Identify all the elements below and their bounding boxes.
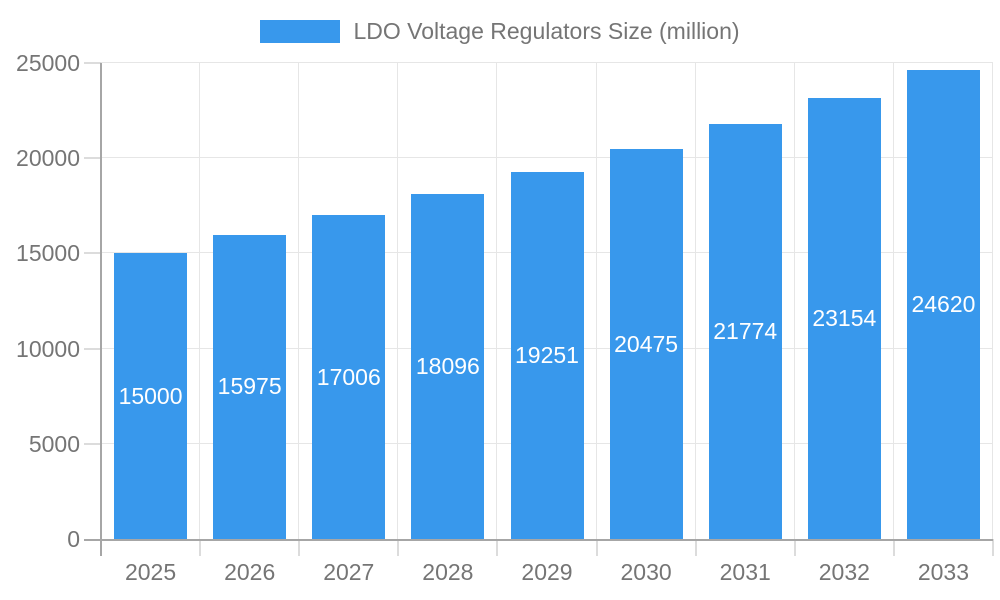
bar[interactable]: 15000 [114, 253, 188, 539]
bar[interactable]: 17006 [312, 215, 386, 539]
bar[interactable]: 18096 [411, 194, 485, 539]
gridline-v [397, 63, 399, 539]
x-axis-tick [694, 539, 697, 556]
x-tick-label: 2027 [323, 559, 375, 585]
bar-value-label: 19251 [515, 342, 579, 369]
bar-value-label: 20475 [614, 330, 679, 357]
x-axis-tick [199, 539, 202, 556]
bar-value-label: 23154 [812, 305, 877, 332]
y-axis-tick [84, 347, 101, 350]
x-axis-tick [298, 539, 301, 556]
x-tick-label: 2025 [124, 559, 177, 585]
x-tick-label: 2026 [224, 559, 276, 585]
y-tick-label: 0 [67, 526, 80, 552]
y-tick-label: 10000 [16, 335, 80, 362]
gridline-v [892, 63, 894, 539]
x-tick-label: 2030 [620, 559, 672, 585]
x-axis-line [84, 539, 993, 541]
x-axis-tick [496, 539, 499, 556]
bar[interactable]: 19251 [510, 172, 584, 539]
legend: LDO Voltage Regulators Size (million) [0, 16, 1000, 46]
x-tick-label: 2032 [818, 559, 870, 585]
x-axis-tick [892, 539, 895, 556]
x-axis-tick [595, 539, 598, 556]
gridline-v [199, 63, 201, 539]
gridline-h [101, 62, 993, 63]
y-axis-tick [84, 62, 101, 64]
gridline-h [101, 157, 993, 159]
bar-value-label: 18096 [415, 353, 480, 380]
gridline-v [992, 63, 993, 539]
gridline-v [694, 63, 696, 539]
bar[interactable]: 24620 [906, 70, 980, 539]
gridline-v [496, 63, 498, 539]
y-tick-label: 5000 [28, 430, 80, 457]
bar[interactable]: 21774 [708, 124, 782, 539]
x-tick-label: 2028 [422, 559, 474, 585]
x-tick-label: 2029 [521, 559, 573, 585]
bar-value-label: 15975 [217, 373, 282, 400]
x-tick-label: 2031 [719, 559, 771, 585]
bar-value-label: 17006 [316, 363, 381, 390]
bar[interactable]: 20475 [609, 149, 683, 539]
bar[interactable]: 23154 [807, 98, 881, 539]
gridline-v [793, 63, 795, 539]
y-tick-label: 25000 [16, 50, 80, 76]
y-axis-tick [84, 157, 101, 160]
legend-swatch[interactable] [260, 19, 341, 43]
y-tick-label: 20000 [16, 145, 80, 172]
y-tick-label: 15000 [16, 240, 80, 267]
y-axis-line [100, 63, 102, 556]
x-axis-tick [793, 539, 796, 556]
x-axis-tick [397, 539, 400, 556]
gridline-v [298, 63, 300, 539]
x-tick-label: 2033 [917, 559, 970, 585]
bar-value-label: 21774 [713, 318, 778, 345]
bar[interactable]: 15975 [213, 234, 287, 539]
legend-label[interactable]: LDO Voltage Regulators Size (million) [353, 17, 740, 44]
bar-value-label: 15000 [118, 382, 183, 409]
y-axis-tick [84, 442, 101, 445]
bar-value-label: 24620 [911, 291, 976, 318]
gridline-v [595, 63, 597, 539]
x-axis-tick [992, 539, 994, 556]
y-axis-tick [84, 252, 101, 255]
